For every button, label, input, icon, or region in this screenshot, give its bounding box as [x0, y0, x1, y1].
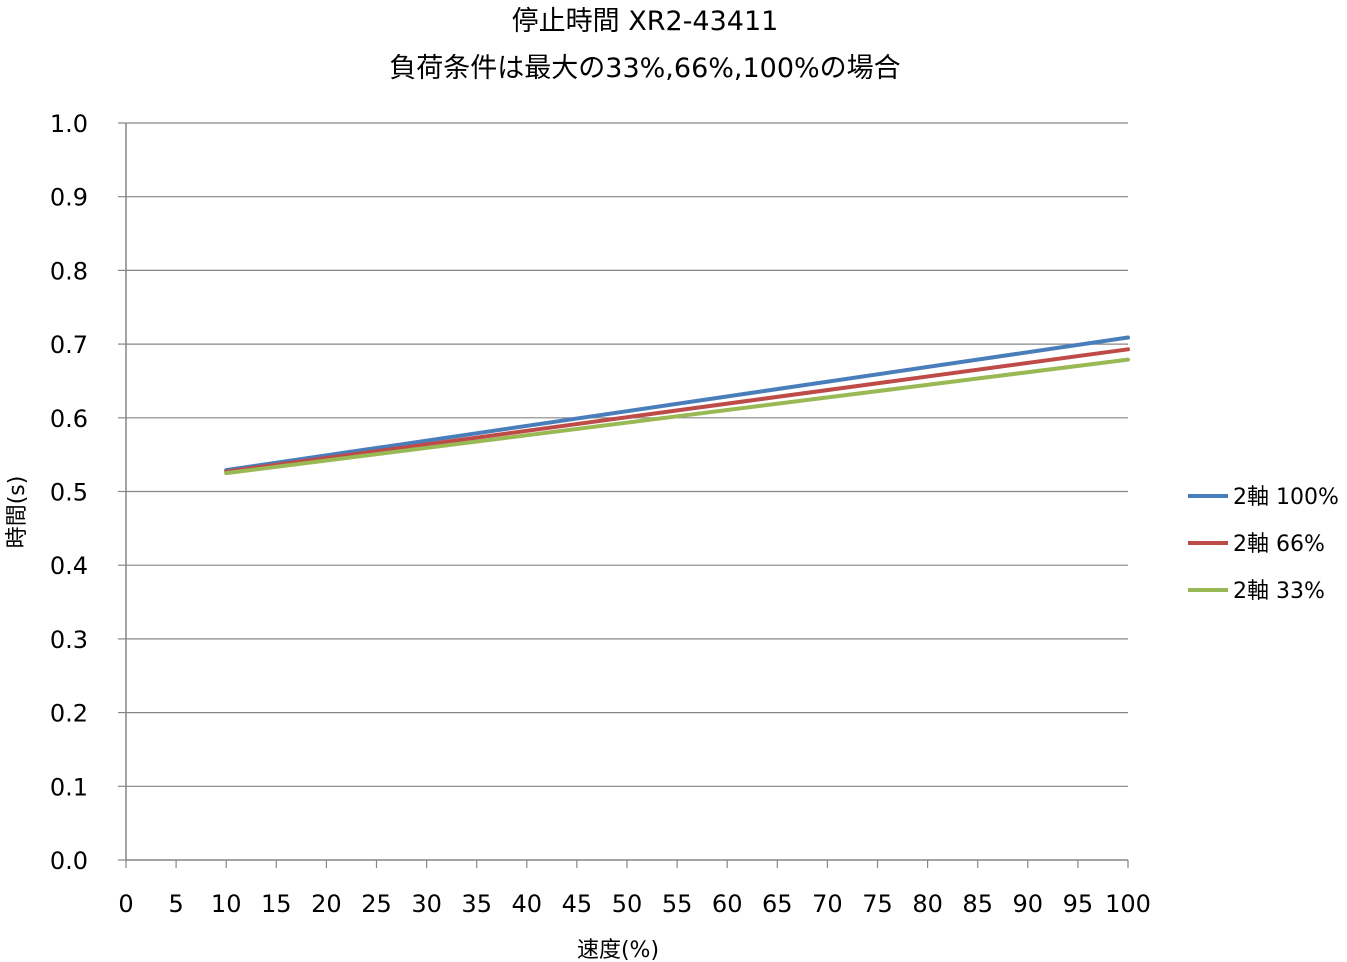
x-tick-label: 40 — [512, 890, 543, 918]
x-tick-label: 85 — [962, 890, 993, 918]
x-tick-labels: 0 5 10 15 20 25 30 35 40 45 50 55 60 65 70 75 80 85 90 95 10… — [118, 890, 1151, 918]
series-line-2 — [224, 357, 1130, 476]
y-tick-labels: 0.0 0.1 0.2 0.3 0.4 0.5 0.6 0.7 0.8 0.9 1.0 — [50, 110, 88, 875]
y-tick-label: 0.1 — [50, 773, 88, 801]
x-tick-label: 0 — [118, 890, 133, 918]
legend-label: 2軸 66% — [1233, 532, 1325, 557]
x-tick-label: 35 — [461, 890, 492, 918]
chart-title-line1: 停止時間 XR2-43411 — [512, 6, 779, 37]
x-tick-label: 10 — [211, 890, 242, 918]
gridlines — [126, 122, 1128, 787]
series-lines — [224, 335, 1130, 476]
x-tick-label: 60 — [712, 890, 743, 918]
x-tick-label: 65 — [762, 890, 793, 918]
x-tick-label: 45 — [562, 890, 593, 918]
y-tick-label: 0.0 — [50, 847, 88, 875]
y-tick-label: 0.7 — [50, 331, 88, 359]
y-tick-label: 0.6 — [50, 405, 88, 433]
legend-label: 2軸 33% — [1233, 579, 1325, 604]
y-tick-label: 0.8 — [50, 257, 88, 285]
x-tick-label: 80 — [912, 890, 943, 918]
y-tick-label: 0.5 — [50, 479, 88, 507]
x-tick-label: 95 — [1063, 890, 1094, 918]
x-tick-label: 70 — [812, 890, 843, 918]
x-tick-label: 15 — [261, 890, 292, 918]
x-tick-label: 30 — [411, 890, 442, 918]
y-tick-label: 0.3 — [50, 626, 88, 654]
x-tick-label: 90 — [1013, 890, 1044, 918]
y-axis-label: 時間(s) — [5, 476, 30, 549]
x-tick-label: 75 — [862, 890, 893, 918]
x-tick-label: 55 — [662, 890, 693, 918]
axes — [118, 122, 1129, 868]
x-axis-label: 速度(%) — [577, 938, 659, 962]
legend-label: 2軸 100% — [1233, 485, 1339, 510]
x-tick-label: 50 — [612, 890, 643, 918]
x-tick-label: 25 — [361, 890, 392, 918]
x-tick-label: 100 — [1105, 890, 1151, 918]
series-line-0 — [224, 335, 1130, 473]
series-line-1 — [224, 347, 1130, 474]
y-tick-label: 0.4 — [50, 552, 88, 580]
chart-title-line2: 負荷条件は最大の33%,66%,100%の場合 — [389, 53, 900, 84]
y-tick-label: 1.0 — [50, 110, 88, 138]
legend: 2軸 100% 2軸 66% 2軸 33% — [1188, 485, 1339, 604]
y-tick-label: 0.9 — [50, 184, 88, 212]
x-tick-label: 20 — [311, 890, 342, 918]
y-tick-label: 0.2 — [50, 700, 88, 728]
x-tick-label: 5 — [168, 890, 183, 918]
